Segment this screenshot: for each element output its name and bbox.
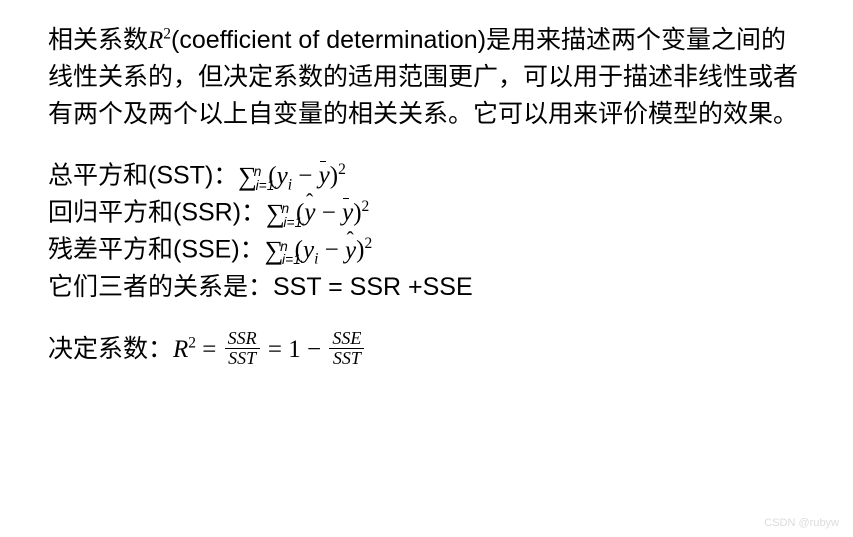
sst-upper: n [254, 164, 262, 179]
sse-minus: − [318, 237, 345, 264]
coef-R-sup: 2 [188, 335, 196, 352]
coef-R: R [173, 336, 188, 363]
ssr-upper: n [282, 201, 290, 216]
ssr-label: 回归平方和(SSR)： [48, 198, 266, 226]
watermark-text: CSDN @rubyw [764, 517, 839, 529]
sse-yhat: ˆy [345, 233, 356, 269]
sst-lower: i=1 [256, 178, 275, 193]
sst-exp: 2 [338, 161, 346, 178]
sse-exp: 2 [364, 235, 372, 252]
coef-eq2: = 1 − [262, 336, 328, 363]
rparen: ) [353, 199, 361, 226]
sse-lower: i=1 [282, 252, 301, 267]
symbol-R-sup: 2 [163, 26, 171, 43]
sse-label: 残差平方和(SSE)： [48, 236, 265, 264]
sse-yi: y [303, 237, 314, 264]
document-body: 相关系数R2(coefficient of determination)是用来描… [48, 22, 805, 370]
sse-upper: n [280, 239, 288, 254]
paragraph-intro: 相关系数R2(coefficient of determination)是用来描… [48, 22, 805, 132]
rparen: ) [330, 162, 338, 189]
coef-eq1: = [196, 336, 223, 363]
relation-line: 它们三者的关系是：SST = SSR +SSE [48, 270, 805, 306]
sst-yi: y [277, 162, 288, 189]
formula-sst: 总平方和(SST)：∑i=1n(yi − y)2 [48, 158, 805, 195]
sst-ybar: y [319, 158, 330, 194]
ssr-exp: 2 [362, 198, 370, 215]
formula-r2: 决定系数：R2 = SSRSST = 1 − SSESST [48, 331, 805, 370]
coef-label: 决定系数： [48, 335, 173, 363]
text-intro-1: 相关系数 [48, 26, 148, 54]
formula-ssr: 回归平方和(SSR)：∑i=1n(ˆy − y)2 [48, 195, 805, 232]
ssr-minus: − [315, 199, 342, 226]
formula-sse: 残差平方和(SSE)：∑i=1n(yi − ˆy)2 [48, 232, 805, 269]
symbol-R: R [148, 27, 163, 54]
fraction-sse-sst: SSESST [329, 329, 364, 368]
ssr-lower: i=1 [283, 215, 302, 230]
formula-block: 总平方和(SST)：∑i=1n(yi − y)2 回归平方和(SSR)：∑i=1… [48, 158, 805, 305]
fraction-ssr-sst: SSRSST [225, 329, 260, 368]
sst-minus: − [292, 162, 319, 189]
ssr-yhat: ˆy [304, 195, 315, 231]
sst-label: 总平方和(SST)： [48, 161, 238, 189]
